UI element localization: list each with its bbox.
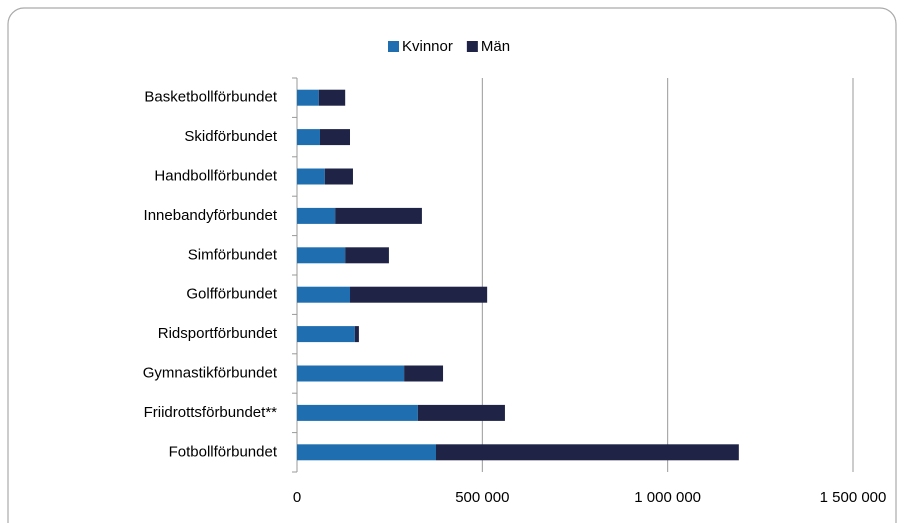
- x-tick-label: 1 000 000: [634, 489, 701, 506]
- y-tick-label: Innebandyförbundet: [144, 207, 278, 224]
- bar: [404, 365, 444, 382]
- y-tick-label: Gymnastikförbundet: [143, 364, 278, 381]
- bar: [297, 365, 405, 382]
- bar: [297, 129, 320, 146]
- bar: [436, 444, 739, 461]
- y-tick-label: Fotbollförbundet: [169, 443, 278, 460]
- bar: [324, 168, 353, 185]
- bar: [335, 207, 422, 224]
- bar: [297, 326, 355, 343]
- chart-frame: [7, 7, 897, 523]
- y-tick-label: Handbollförbundet: [154, 167, 277, 184]
- y-tick-label: Golfförbundet: [186, 286, 277, 303]
- bar: [297, 404, 418, 421]
- bar: [297, 286, 351, 303]
- x-tick-label: 500 000: [455, 489, 509, 506]
- x-tick-label: 1 500 000: [820, 489, 887, 506]
- legend-swatch: [466, 41, 478, 52]
- y-tick-label: Basketbollförbundet: [144, 89, 277, 106]
- bar: [319, 129, 351, 146]
- bar: [297, 168, 325, 185]
- bar: [345, 247, 389, 264]
- bar: [297, 444, 436, 461]
- bar: [297, 247, 346, 264]
- y-tick-label: Friidrottsförbundet**: [144, 404, 278, 421]
- bar: [318, 89, 346, 106]
- legend-swatch: [388, 41, 399, 52]
- y-tick-label: Skidförbundet: [184, 128, 277, 145]
- bar: [297, 207, 336, 224]
- bar: [297, 89, 319, 106]
- x-tick-label: 0: [293, 489, 301, 506]
- legend-label: Kvinnor: [402, 38, 453, 55]
- bar: [354, 326, 359, 343]
- bar: [350, 286, 488, 303]
- bar: [417, 404, 505, 421]
- y-tick-label: Simförbundet: [188, 246, 278, 263]
- y-tick-label: Ridsportförbundet: [158, 325, 278, 342]
- legend-label: Män: [481, 38, 510, 55]
